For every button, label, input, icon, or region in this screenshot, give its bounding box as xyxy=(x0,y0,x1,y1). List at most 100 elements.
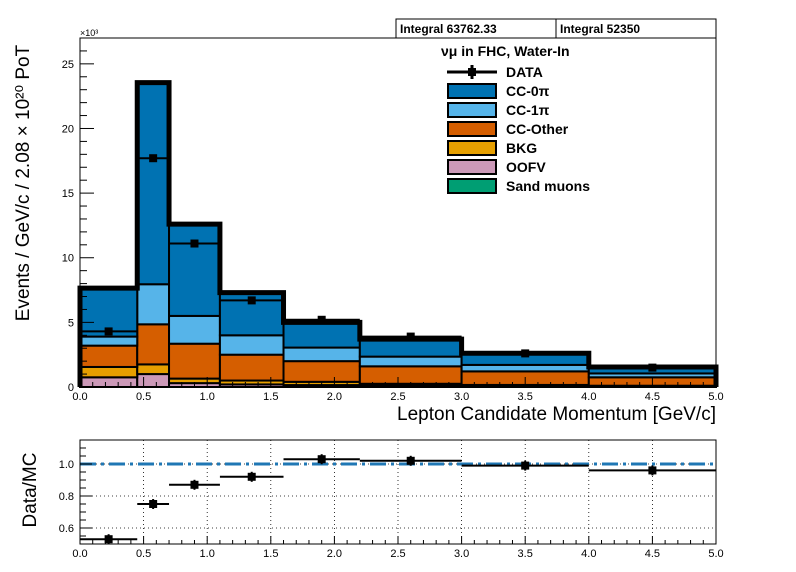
legend: νμ in FHC, Water-In DATA CC-0π CC-1π CC-Oth… xyxy=(441,43,590,194)
ratio-point xyxy=(169,479,220,490)
ratio-point xyxy=(359,455,462,466)
data-point xyxy=(219,296,284,305)
y-multiplier: ×10³ xyxy=(80,28,98,38)
ratio-x-tick-label: 5.0 xyxy=(708,548,723,560)
x-tick-label: 0.0 xyxy=(72,391,87,403)
legend-header: νμ in FHC, Water-In xyxy=(441,43,570,59)
bar-cc-1--bin-4 xyxy=(282,346,361,363)
x-tick-label: 4.5 xyxy=(645,391,660,403)
y-tick-label: 25 xyxy=(62,59,74,71)
legend-entry: BKG xyxy=(447,140,537,156)
bar-cc-0--bin-1 xyxy=(136,81,171,286)
legend-label: CC-1π xyxy=(506,102,550,118)
y-tick-label: 5 xyxy=(68,317,74,329)
y-tick-label: 0 xyxy=(68,382,74,394)
top-panel: 0.0 0.5 1.0 1.5 2.0 2.5 3.0 3.5 4.0 4.5 5.0 0 5 10 15… xyxy=(13,18,724,425)
data-point xyxy=(169,239,220,248)
bar-cc-1--bin-5 xyxy=(358,355,463,368)
integral-box-data xyxy=(555,18,717,39)
stacked-histogram xyxy=(77,80,719,389)
integral-data: Integral 52350 xyxy=(560,22,640,36)
ratio-point xyxy=(80,534,138,545)
ratio-y-tick-label: 0.8 xyxy=(59,491,74,503)
x-tick-label: 1.0 xyxy=(200,391,215,403)
bar-cc-other-bin-2 xyxy=(168,342,221,380)
ratio-point xyxy=(137,499,170,509)
legend-label: Sand muons xyxy=(506,178,590,194)
bar-cc-other-bin-1 xyxy=(136,323,171,366)
integral-mc: Integral 63762.33 xyxy=(400,22,497,36)
ratio-point xyxy=(588,465,716,476)
ratio-x-tick-label: 1.0 xyxy=(200,548,215,560)
legend-label: CC-0π xyxy=(506,83,550,99)
x-tick-label: 3.0 xyxy=(454,391,469,403)
ratio-x-tick-label: 0.0 xyxy=(72,548,87,560)
ratio-y-tick-label: 1.0 xyxy=(59,459,74,471)
legend-entry: Sand muons xyxy=(447,178,590,194)
legend-entry: DATA xyxy=(447,64,543,80)
ratio-y-tick-label: 0.6 xyxy=(59,523,74,535)
x-tick-label: 0.5 xyxy=(136,391,151,403)
ratio-x-tick-label: 3.0 xyxy=(454,548,469,560)
top-x-ticks: 0.0 0.5 1.0 1.5 2.0 2.5 3.0 3.5 4.0 4.5 5.0 xyxy=(72,377,724,403)
ratio-panel: 0.0 0.5 1.0 1.5 2.0 2.5 3.0 3.5 4.0 4.5 5.0 0.6 0.8… xyxy=(20,439,724,560)
ratio-point xyxy=(219,471,284,482)
data-point xyxy=(80,327,138,336)
ratio-x-tick-label: 2.5 xyxy=(390,548,405,560)
integral-boxes: Integral 63762.33 Integral 52350 xyxy=(395,18,717,39)
ratio-x-tick-label: 2.0 xyxy=(327,548,342,560)
legend-entry: CC-1π xyxy=(447,102,550,118)
bar-cc-1--bin-2 xyxy=(168,314,221,345)
bar-cc-0--bin-5 xyxy=(358,338,463,358)
bar-cc-other-bin-5 xyxy=(358,365,463,385)
bar-cc-other-bin-3 xyxy=(218,353,285,382)
ratio-x-tick-label: 4.5 xyxy=(645,548,660,560)
x-tick-label: 2.0 xyxy=(327,391,342,403)
bar-cc-1--bin-3 xyxy=(218,334,285,356)
legend-entry: CC-0π xyxy=(447,83,550,99)
ratio-points xyxy=(80,454,716,545)
bar-cc-other-bin-0 xyxy=(79,344,139,368)
ratio-point xyxy=(461,460,589,471)
legend-label: DATA xyxy=(506,64,543,80)
legend-entry: CC-Other xyxy=(447,121,569,137)
x-tick-label: 2.5 xyxy=(390,391,405,403)
x-tick-label: 3.5 xyxy=(518,391,533,403)
y-tick-label: 20 xyxy=(62,123,74,135)
legend-entry: OOFV xyxy=(447,159,546,175)
y-tick-label: 10 xyxy=(62,253,74,265)
bar-bkg-bin-1 xyxy=(136,363,171,376)
x-tick-label: 5.0 xyxy=(708,391,723,403)
y-tick-label: 15 xyxy=(62,188,74,200)
data-point xyxy=(359,332,462,341)
bar-oofv-bin-0 xyxy=(79,376,139,388)
x-tick-label: 1.5 xyxy=(263,391,278,403)
bar-cc-0--bin-4 xyxy=(282,321,361,349)
legend-label: BKG xyxy=(506,140,537,156)
bar-cc-0--bin-2 xyxy=(168,223,221,317)
y-axis-title: Events / GeV/c / 2.08 × 10²⁰ PoT xyxy=(13,44,34,321)
bar-oofv-bin-1 xyxy=(136,373,171,388)
x-tick-label: 4.0 xyxy=(581,391,596,403)
ratio-x-ticks: 0.0 0.5 1.0 1.5 2.0 2.5 3.0 3.5 4.0 4.5 5.0 xyxy=(72,536,724,560)
bar-bkg-bin-0 xyxy=(79,365,139,379)
data-points xyxy=(80,154,716,372)
bar-cc-1--bin-1 xyxy=(136,283,171,326)
data-point xyxy=(283,315,360,324)
mc-total-outline xyxy=(77,80,719,387)
ratio-x-tick-label: 1.5 xyxy=(263,548,278,560)
ratio-point xyxy=(283,454,360,465)
bar-cc-other-bin-4 xyxy=(282,360,361,383)
data-point xyxy=(461,349,589,358)
x-axis-title: Lepton Candidate Momentum [GeV/c] xyxy=(397,404,716,425)
ratio-x-tick-label: 4.0 xyxy=(581,548,596,560)
ratio-x-tick-label: 0.5 xyxy=(136,548,151,560)
ratio-y-ticks: 0.6 0.8 1.0 xyxy=(59,439,92,537)
ratio-y-axis-title: Data/MC xyxy=(20,453,41,528)
ratio-x-tick-label: 3.5 xyxy=(518,548,533,560)
top-y-ticks: 0 5 10 15 20 25 xyxy=(62,37,94,394)
ratio-grid xyxy=(80,440,716,544)
data-point xyxy=(137,154,170,163)
data-point xyxy=(588,363,716,372)
